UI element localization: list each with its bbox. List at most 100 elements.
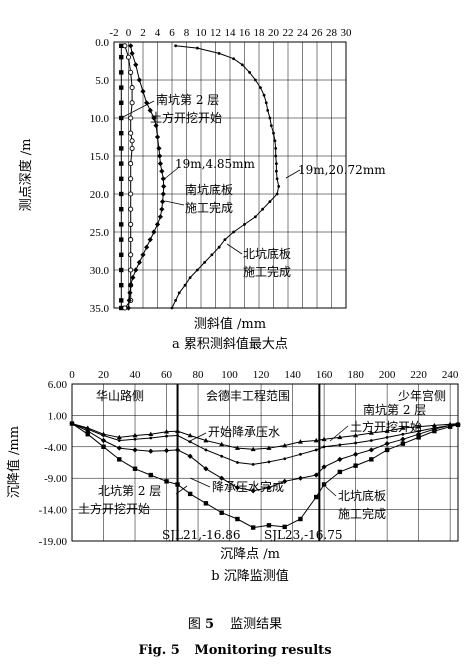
chart-a-series-4-point [183, 283, 187, 287]
chart-a-series-2-point [128, 176, 134, 182]
chart-a-x-tick-label: 6 [169, 27, 175, 39]
chart-b-series-1-point [234, 445, 240, 450]
caption-cn-text: 监测结果 [230, 617, 282, 632]
chart-a-series-4-point [203, 261, 207, 264]
chart-b-plot-frame [71, 383, 459, 542]
chart-a-series-4-point [217, 245, 221, 249]
chart-a-series-1-point [119, 115, 124, 121]
chart-a-x-tick-label: 24 [297, 27, 309, 39]
figure-caption-en: Fig. 5 Monitoring results [138, 643, 331, 658]
chart-b-series-4-point [235, 516, 240, 522]
chart-b-series-2-point [133, 437, 137, 441]
chart-b-series-1-point [297, 439, 303, 444]
chart-a-series-2-point [128, 237, 134, 243]
chart-a-series-4-point [275, 177, 279, 181]
chart-a-x-tick-label: 2 [140, 27, 146, 39]
chart-a-series-2-point [122, 43, 128, 49]
chart-b-series-4-point [219, 510, 224, 515]
chart-b-series-1-point [384, 428, 390, 433]
caption-en-text: Monitoring results [194, 643, 331, 658]
chart-b-series-3-point [85, 428, 91, 434]
chart-b-y-axis-label: 沉降值 /mm [6, 426, 22, 498]
chart-b-series-2-point [236, 461, 239, 464]
chart-a: -2 0 2 4 6 8 10 12 14 16 18 20 22 24 26 28 30 0.05.010.0… [18, 27, 386, 352]
chart-a-series-3-point [129, 50, 135, 56]
chart-a-series-3-point [157, 214, 163, 220]
chart-a-series-4-point [195, 46, 199, 50]
chart-b-series-4-point [132, 466, 138, 471]
chart-b-series-3-point [203, 466, 209, 472]
chart-b-x-tick-label: 60 [161, 369, 173, 381]
chart-a-series-1-point [119, 207, 124, 212]
chart-b-y-tick-label: 6.00 [48, 379, 68, 391]
chart-a-series-4-point [274, 147, 278, 150]
chart-a-x-tick-label: 18 [254, 27, 266, 39]
chart-a-series-3-point [147, 107, 153, 113]
chart-a-leader-line [162, 167, 179, 181]
chart-b-series-1-point [250, 446, 256, 452]
chart-b-series-3-point [297, 475, 304, 481]
chart-a-subtitle: a 累积测斜值最大点 [172, 336, 288, 352]
chart-a-series-4-point [217, 52, 221, 55]
chart-a-series-1-point [119, 298, 124, 303]
chart-b-leader-line [187, 432, 207, 443]
chart-b-series-2-point [204, 448, 208, 452]
chart-b-annotation: 降承压水完成 [212, 479, 284, 494]
chart-a-series-4-point [170, 306, 174, 310]
chart-a-series-3-point [130, 275, 136, 281]
chart-a-y-tick-label: 10.0 [90, 113, 110, 125]
chart-a-annotation: 19m,20.72mm [298, 163, 386, 177]
chart-b-y-tick-label: -19.00 [39, 536, 68, 548]
chart-a-series-4-point [240, 63, 244, 67]
chart-b-series-3-point [132, 447, 138, 453]
chart-b-series-4-point [298, 516, 303, 522]
chart-b-series-4-point [148, 472, 153, 478]
chart-b-series-2-point [338, 443, 342, 447]
chart-b-series-3-point [352, 451, 359, 457]
chart-a-x-tick-label: 16 [239, 27, 251, 39]
chart-a-series-4-point [272, 131, 275, 135]
chart-b-series-4-point [314, 494, 319, 500]
chart-b-series-4-point [101, 444, 106, 449]
chart-a-series-3-point [128, 43, 134, 49]
chart-b-x-tick-label: 20 [98, 369, 110, 381]
chart-b-x-tick-label: 0 [69, 369, 75, 381]
chart-b-y-tick-labels: 6.00 1.00 -4.00 -9.00 -14.00 -19.00 [39, 379, 68, 548]
chart-a-y-axis-label: 测点深度 /m [18, 139, 34, 212]
chart-a-y-tick-label: 20.0 [90, 189, 110, 201]
chart-a-x-tick-label: 0 [126, 27, 132, 39]
chart-a-series-1-point [119, 267, 124, 273]
chart-a-series-4-point [174, 44, 178, 48]
chart-a-series-2-point [128, 191, 134, 197]
chart-b-series-3-point [266, 485, 272, 491]
chart-a-series-4-point [232, 57, 236, 61]
chart-b-leader-line [325, 486, 337, 497]
chart-b-series-1-point [368, 430, 374, 435]
chart-b-series-3-point [337, 456, 343, 462]
chart-b-series-2-point [417, 429, 421, 433]
chart-a-series-2-point [129, 138, 135, 144]
chart-a-x-tick-label: 28 [326, 27, 338, 39]
chart-a-annotation: 施工完成 [243, 264, 291, 279]
chart-a-series-2-point [128, 252, 134, 258]
chart-a-series-4-point [275, 192, 279, 196]
chart-a-series-3-point [147, 237, 153, 243]
chart-b-series-1-point [313, 437, 319, 443]
chart-a-series-4-point [243, 223, 246, 226]
chart-b-series-3-point [234, 485, 241, 491]
chart-a-x-tick-label: 20 [268, 27, 280, 39]
chart-b-x-tick-label: 40 [130, 369, 142, 381]
chart-b-series-3-point [282, 478, 288, 484]
chart-b-annotation: 南坑第 2 层 [363, 402, 426, 417]
chart-a-leader-line [226, 243, 243, 255]
chart-a-series-3-point [159, 199, 166, 205]
chart-b-series-4-point [337, 469, 343, 475]
chart-b-series-4-point [250, 525, 256, 530]
chart-a-x-tick-label: -2 [109, 27, 118, 39]
chart-b-series-3-point [116, 445, 122, 451]
chart-a-series-3-point [157, 153, 163, 159]
chart-a-y-tick-label: 15.0 [90, 151, 110, 163]
chart-b-x-tick-label: 100 [221, 369, 238, 381]
chart-a-annotation: 施工完成 [185, 200, 233, 215]
chart-b-series-2-point [299, 452, 302, 456]
